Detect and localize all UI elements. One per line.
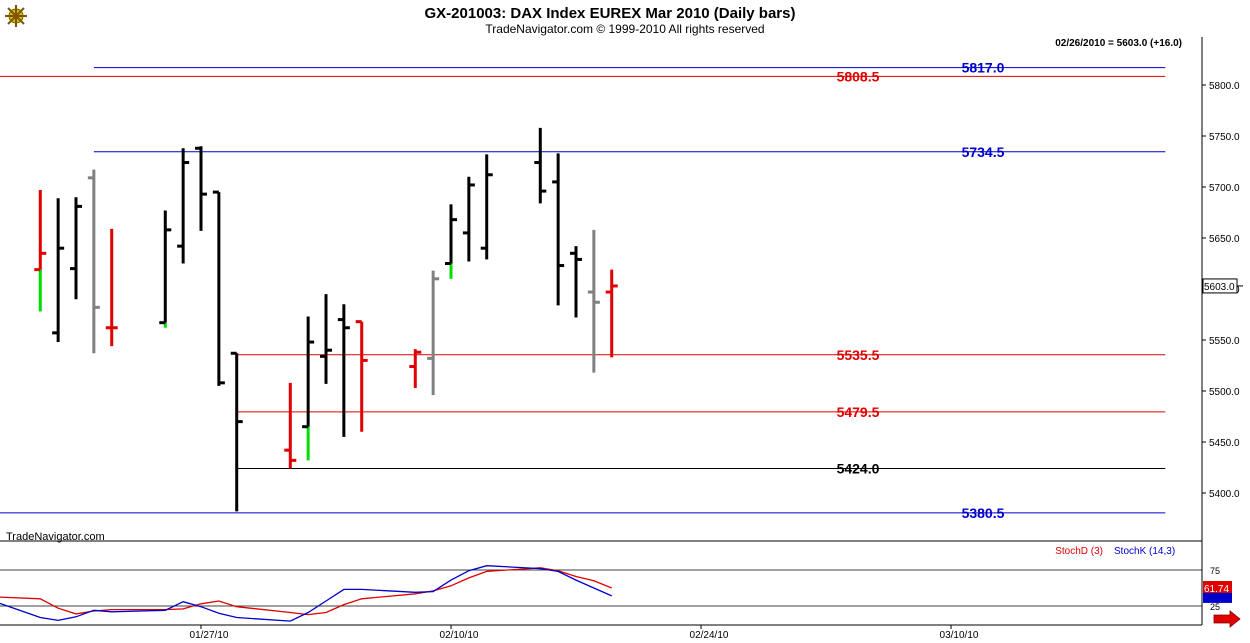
- chart-subtitle: TradeNavigator.com © 1999-2010 All right…: [485, 22, 764, 36]
- stoch-k-value-box: [1203, 592, 1232, 603]
- ohlc-bar: [284, 382, 297, 469]
- ohlc-bar: [320, 294, 332, 384]
- date-axis-tick-label: 01/27/10: [190, 630, 229, 641]
- price-bars: [34, 127, 618, 512]
- last-price-label: 5603.0: [1204, 282, 1235, 293]
- ohlc-bar: [52, 198, 65, 343]
- chart-title: GX-201003: DAX Index EUREX Mar 2010 (Dai…: [425, 5, 796, 22]
- level-label: 5424.0: [837, 461, 880, 477]
- ohlc-bar: [87, 169, 100, 354]
- stoch-k-legend: StochK (14,3): [1114, 546, 1175, 557]
- date-axis-tick-label: 02/10/10: [440, 630, 479, 641]
- ohlc-bar: [480, 154, 493, 260]
- ohlc-bar: [177, 148, 190, 264]
- price-axis-tick-label: 5800.0: [1209, 81, 1240, 92]
- ohlc-bar: [462, 176, 475, 262]
- ohlc-bar: [70, 197, 82, 300]
- date-axis-tick-label: 03/10/10: [940, 630, 979, 641]
- price-axis-tick-label: 5650.0: [1209, 234, 1240, 245]
- stochastic-pane: 25 75 61.74: [0, 565, 1232, 622]
- level-label: 5734.5: [962, 144, 1005, 160]
- ship-wheel-icon: [5, 5, 27, 27]
- stoch-series-line: [0, 567, 612, 616]
- watermark: TradeNavigator.com: [6, 531, 105, 543]
- level-label: 5535.5: [837, 347, 880, 363]
- price-axis-tick-label: 5400.0: [1209, 489, 1240, 500]
- ohlc-bar: [587, 229, 600, 373]
- price-axis-tick-label: 5450.0: [1209, 438, 1240, 449]
- ohlc-bar: [212, 190, 225, 386]
- ohlc-bar: [195, 146, 207, 231]
- ohlc-bar: [409, 349, 422, 388]
- stoch-axis-label: 25: [1210, 602, 1220, 612]
- date-axis-tick-label: 02/24/10: [690, 630, 729, 641]
- ohlc-bar: [570, 246, 582, 318]
- price-axis: 5400.05450.05500.05550.05600.05650.05700…: [1202, 81, 1243, 500]
- support-resistance-levels: 5817.0 5808.5 5734.5 5535.5 5479.5 5424.0 5380…: [0, 60, 1166, 521]
- price-axis-tick-label: 5750.0: [1209, 132, 1240, 143]
- ohlc-bar: [230, 351, 243, 512]
- ohlc-bar: [534, 127, 547, 204]
- ohlc-bar: [355, 320, 368, 432]
- price-axis-tick-label: 5700.0: [1209, 183, 1240, 194]
- level-label: 5479.5: [837, 404, 880, 420]
- ohlc-bar: [159, 210, 172, 328]
- stoch-d-legend: StochD (3): [1055, 546, 1103, 557]
- date-axis: 01/27/10 02/10/10 02/24/10 03/10/10: [190, 625, 979, 641]
- ohlc-bar: [605, 269, 618, 358]
- ohlc-bar: [302, 316, 315, 461]
- level-label: 5817.0: [962, 60, 1005, 76]
- level-label: 5808.5: [837, 68, 880, 84]
- scroll-right-arrow-icon[interactable]: [1213, 610, 1241, 628]
- last-quote-readout: 02/26/2010 = 5603.0 (+16.0): [1055, 38, 1182, 49]
- price-axis-tick-label: 5550.0: [1209, 336, 1240, 347]
- ohlc-bar: [552, 153, 565, 306]
- level-label: 5380.5: [962, 505, 1005, 521]
- price-axis-tick-label: 5500.0: [1209, 387, 1240, 398]
- logo: [5, 5, 27, 27]
- stoch-axis-label: 75: [1210, 566, 1220, 576]
- ohlc-bar: [34, 190, 47, 312]
- ohlc-bar: [105, 228, 118, 347]
- stoch-series-line: [0, 565, 612, 622]
- ohlc-bar: [445, 204, 457, 279]
- stoch-d-value-box: [1203, 581, 1232, 595]
- ohlc-bar: [427, 270, 440, 396]
- ohlc-bar: [337, 304, 350, 437]
- stoch-current-value: 61.74: [1204, 584, 1229, 595]
